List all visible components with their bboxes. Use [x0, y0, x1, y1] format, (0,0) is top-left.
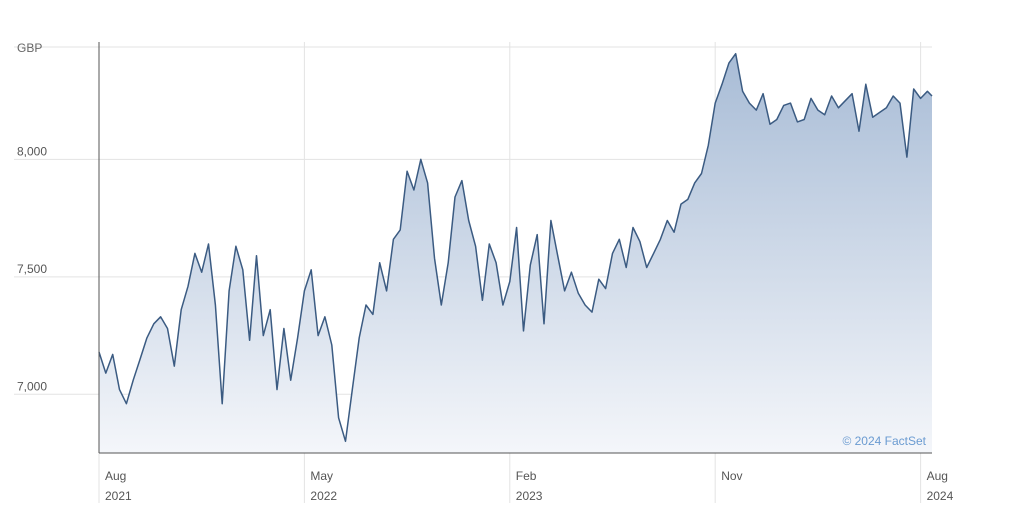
x-tick-year: 2023 [516, 489, 543, 503]
x-tick-month: Aug [927, 469, 948, 483]
x-tick-year: 2022 [310, 489, 337, 503]
x-tick-month: May [310, 469, 333, 483]
y-axis-ticks: 7,000 7,500 8,000 [17, 144, 47, 393]
y-tick-label: 7,000 [17, 379, 47, 393]
x-axis-ticks: Aug 2021 May 2022 Feb 2023 Nov Aug 2024 [105, 469, 954, 503]
price-area-fill [99, 53, 932, 453]
y-tick-label: 7,500 [17, 262, 47, 276]
price-line [98, 52, 933, 443]
x-tick-month: Nov [721, 469, 742, 483]
x-tick-year: 2024 [927, 489, 954, 503]
x-tick-year: 2021 [105, 489, 132, 503]
currency-label: GBP [17, 41, 42, 55]
y-tick-label: 8,000 [17, 144, 47, 158]
x-tick-month: Aug [105, 469, 126, 483]
x-tick-month: Feb [516, 469, 537, 483]
factset-credit: © 2024 FactSet [842, 434, 926, 448]
